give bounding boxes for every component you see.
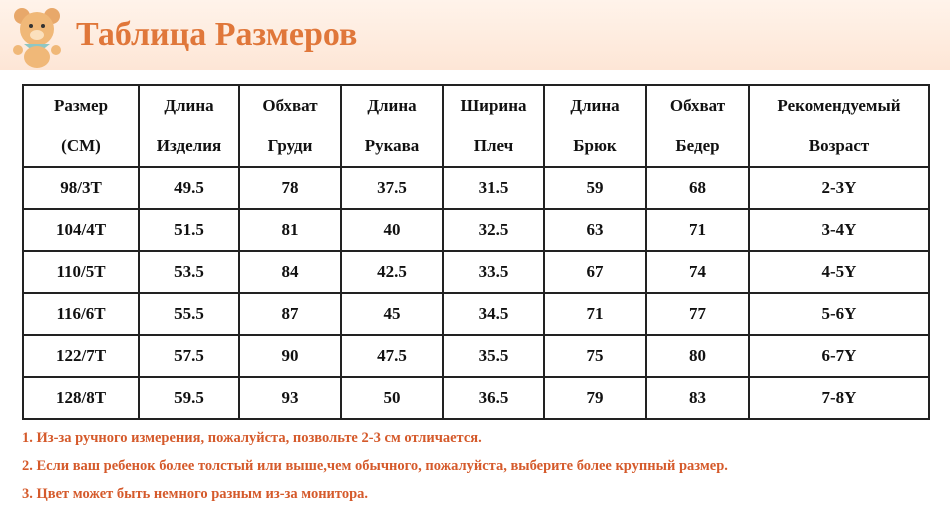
table-cell: 53.5 <box>138 250 240 294</box>
note: 1. Из-за ручного измерения, пожалуйста, … <box>22 430 482 446</box>
table-cell: 59 <box>543 166 647 210</box>
table-cell: 5-6Y <box>748 292 930 336</box>
table-cell: 33.5 <box>442 250 545 294</box>
table-cell: 32.5 <box>442 208 545 252</box>
header-band <box>0 0 950 70</box>
header-line: Изделия <box>156 136 222 155</box>
table-cell: 87 <box>238 292 342 336</box>
table-cell: 36.5 <box>442 376 545 420</box>
table-cell: 4-5Y <box>748 250 930 294</box>
table-cell: 6-7Y <box>748 334 930 378</box>
table-cell: 34.5 <box>442 292 545 336</box>
table-cell: 77 <box>645 292 750 336</box>
column-header: Длина Рукава <box>340 84 444 168</box>
size-table: Размер (CM) Длина Изделия Обхват Груди Длина Ру… <box>22 84 930 420</box>
title: Таблица Размеров <box>76 16 358 53</box>
table-cell: 84 <box>238 250 342 294</box>
header-line: Возраст <box>808 136 870 155</box>
note: 2. Если ваш ребенок более толстый или вы… <box>22 458 728 474</box>
table-cell: 67 <box>543 250 647 294</box>
header-line: Груди <box>267 136 313 155</box>
table-cell: 40 <box>340 208 444 252</box>
header-line: Рукава <box>364 136 420 155</box>
table-row: 98/3T 49.5 78 37.5 31.5 59 68 2-3Y <box>22 166 930 210</box>
table-cell: 74 <box>645 250 750 294</box>
table-cell: 83 <box>645 376 750 420</box>
table-cell: 63 <box>543 208 647 252</box>
table-cell: 71 <box>543 292 647 336</box>
table-cell: 75 <box>543 334 647 378</box>
table-cell: 45 <box>340 292 444 336</box>
table-cell: 80 <box>645 334 750 378</box>
header-line: Плеч <box>473 136 514 155</box>
table-cell: 7-8Y <box>748 376 930 420</box>
notes: 1. Из-за ручного измерения, пожалуйста, … <box>22 427 728 511</box>
table-cell: 93 <box>238 376 342 420</box>
table-cell: 37.5 <box>340 166 444 210</box>
column-header: Длина Изделия <box>138 84 240 168</box>
bear-icon <box>13 8 61 68</box>
table-cell: 3-4Y <box>748 208 930 252</box>
table-cell: 128/8T <box>22 376 140 420</box>
table-cell: 116/6T <box>22 292 140 336</box>
header-line: Бедер <box>675 136 720 155</box>
table-row: 110/5T 53.5 84 42.5 33.5 67 74 4-5Y <box>22 250 930 294</box>
table-cell: 122/7T <box>22 334 140 378</box>
table-cell: 79 <box>543 376 647 420</box>
column-header: Обхват Груди <box>238 84 342 168</box>
header-line: Длина <box>570 96 620 115</box>
table-body: 98/3T 49.5 78 37.5 31.5 59 68 2-3Y 104/4T 51.5 81 4… <box>22 166 930 420</box>
table-cell: 98/3T <box>22 166 140 210</box>
table-cell: 90 <box>238 334 342 378</box>
header-line: (CM) <box>61 136 101 155</box>
column-header: Обхват Бедер <box>645 84 750 168</box>
table-cell: 50 <box>340 376 444 420</box>
header-line: Обхват <box>669 96 726 115</box>
table-cell: 47.5 <box>340 334 444 378</box>
table-cell: 78 <box>238 166 342 210</box>
header-line: Ширина <box>460 96 527 115</box>
table-row: 104/4T 51.5 81 40 32.5 63 71 3-4Y <box>22 208 930 252</box>
table-cell: 31.5 <box>442 166 545 210</box>
header-row: Размер (CM) Длина Изделия Обхват Груди Длина Ру… <box>22 84 930 168</box>
table-cell: 49.5 <box>138 166 240 210</box>
header-line: Обхват <box>262 96 318 115</box>
table-cell: 104/4T <box>22 208 140 252</box>
table-cell: 2-3Y <box>748 166 930 210</box>
table-cell: 110/5T <box>22 250 140 294</box>
header-line: Длина <box>164 96 214 115</box>
column-header: Длина Брюк <box>543 84 647 168</box>
table-cell: 59.5 <box>138 376 240 420</box>
column-header: Ширина Плеч <box>442 84 545 168</box>
table-cell: 55.5 <box>138 292 240 336</box>
column-header: Рекомендуемый Возраст <box>748 84 930 168</box>
table-cell: 42.5 <box>340 250 444 294</box>
column-header: Размер (CM) <box>22 84 140 168</box>
table-cell: 57.5 <box>138 334 240 378</box>
table-cell: 81 <box>238 208 342 252</box>
table-cell: 68 <box>645 166 750 210</box>
header-line: Брюк <box>573 136 617 155</box>
table-cell: 71 <box>645 208 750 252</box>
table-row: 128/8T 59.5 93 50 36.5 79 83 7-8Y <box>22 376 930 420</box>
header-line: Рекомендуемый <box>777 96 901 115</box>
table-row: 116/6T 55.5 87 45 34.5 71 77 5-6Y <box>22 292 930 336</box>
note: 3. Цвет может быть немного разным из-за … <box>22 486 369 502</box>
header-line: Длина <box>367 96 417 115</box>
table-cell: 51.5 <box>138 208 240 252</box>
header-line: Размер <box>53 96 109 115</box>
table-row: 122/7T 57.5 90 47.5 35.5 75 80 6-7Y <box>22 334 930 378</box>
table-cell: 35.5 <box>442 334 545 378</box>
